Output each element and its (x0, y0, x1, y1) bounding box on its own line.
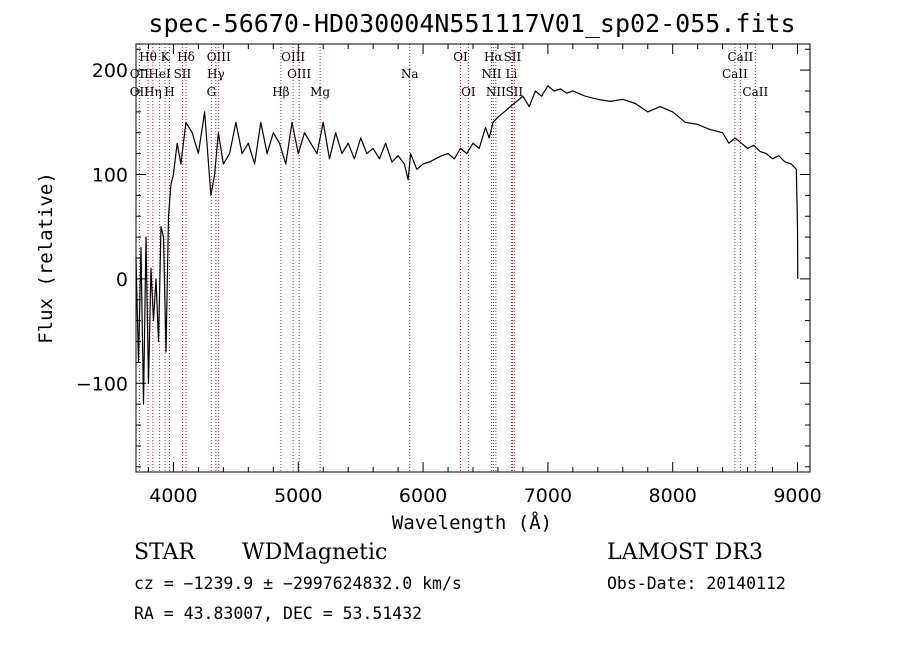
line-label: HeI (148, 67, 171, 81)
line-label: Hγ (207, 67, 225, 81)
x-tick-label: 4000 (149, 485, 197, 507)
spectrum-line (135, 85, 799, 405)
coordinates-line: RA = 43.83007, DEC = 53.51432 (134, 604, 422, 623)
spectrum-series (135, 85, 799, 405)
line-label: SII (174, 67, 192, 81)
x-tick-label: 7000 (524, 485, 572, 507)
line-label: K (161, 50, 171, 64)
survey-label: LAMOST DR3 (607, 540, 763, 565)
redshift-line: cz = −1239.9 ± −2997624832.0 km/s (134, 574, 462, 593)
line-label: NII (481, 67, 501, 81)
line-label: OIII (207, 50, 231, 64)
line-label: CaII (727, 50, 753, 64)
y-tick-label: −100 (76, 373, 128, 395)
y-axis-ticks: −100 0 100 200 (76, 48, 810, 468)
line-label: OI (461, 85, 476, 99)
line-label: CaII (722, 67, 748, 81)
x-tick-label: 9000 (773, 485, 821, 507)
observation-date: Obs-Date: 20140112 (607, 574, 786, 593)
line-label: Hθ (139, 50, 157, 64)
x-tick-label: 5000 (274, 485, 322, 507)
object-subclass: WDMagnetic (242, 540, 387, 565)
line-label: OIII (281, 50, 305, 64)
y-tick-label: 0 (116, 269, 128, 291)
x-tick-label: 6000 (399, 485, 447, 507)
line-label: CaII (742, 85, 768, 99)
x-axis-ticks: 4000 5000 6000 7000 8000 9000 (147, 44, 822, 507)
line-label: OIII (287, 67, 311, 81)
y-axis-label: Flux (relative) (35, 172, 57, 344)
line-label: H (164, 85, 174, 99)
line-label: Hβ (272, 85, 289, 99)
y-tick-label: 200 (92, 60, 128, 82)
x-axis-label: Wavelength (Å) (392, 511, 552, 534)
line-label: OI (453, 50, 468, 64)
y-tick-label: 100 (92, 164, 128, 186)
line-label: SII (504, 50, 522, 64)
line-label: Hη (144, 85, 162, 99)
line-label: NII (486, 85, 506, 99)
line-label: Li (506, 67, 518, 81)
line-label: Hα (484, 50, 503, 64)
line-label: OII (130, 67, 150, 81)
object-class: STAR (134, 540, 196, 565)
plot-frame (135, 43, 811, 473)
line-label: G (207, 85, 217, 99)
line-label: SII (505, 85, 523, 99)
x-tick-label: 8000 (649, 485, 697, 507)
line-label: OII (130, 85, 150, 99)
line-label: Mg (310, 85, 330, 99)
line-label: Hδ (177, 50, 195, 64)
line-label: Na (401, 67, 419, 81)
chart-title: spec-56670-HD030004N551117V01_sp02-055.f… (148, 9, 795, 38)
